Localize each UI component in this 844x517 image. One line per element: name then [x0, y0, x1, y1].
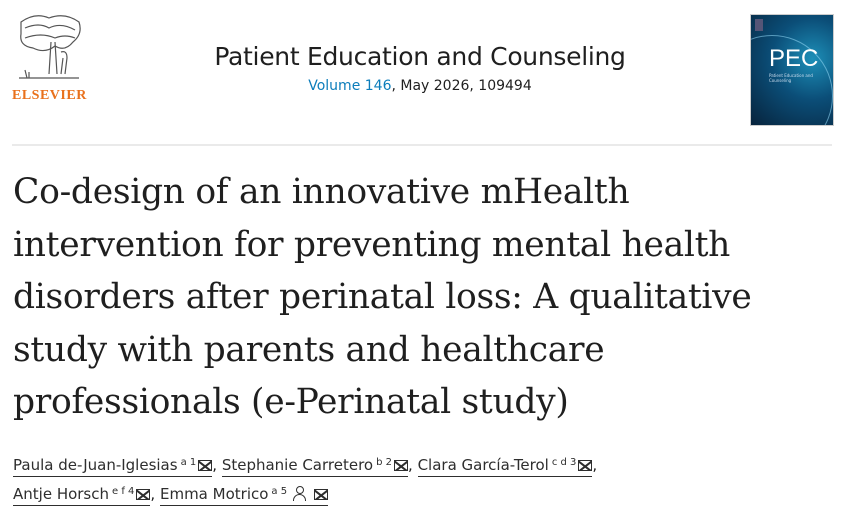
author-name: Clara García-Terol: [417, 456, 549, 474]
journal-info: Volume 146, May 2026, 109494: [150, 78, 690, 94]
email-icon: [578, 460, 593, 471]
elsevier-wordmark: ELSEVIER: [12, 88, 87, 103]
author-link[interactable]: Clara García-Terol c d 3: [417, 452, 593, 477]
author-affiliation: a 1: [180, 457, 197, 468]
corresponding-author-icon: [293, 486, 307, 501]
separator: ,: [592, 456, 598, 474]
email-icon: [136, 489, 151, 500]
author-link[interactable]: Paula de-Juan-Iglesias a 1: [13, 452, 213, 477]
author-affiliation: a 5: [271, 486, 288, 497]
issue-details: , May 2026, 109494: [391, 78, 532, 94]
article-title: Co-design of an innovative mHealth inter…: [13, 172, 752, 422]
volume-link[interactable]: Volume 146: [308, 78, 392, 94]
author-name: Antje Horsch: [13, 485, 110, 503]
author-affiliation: b 2: [376, 457, 392, 468]
elsevier-logo[interactable]: ELSEVIER: [12, 12, 86, 104]
cover-title: PEC: [769, 45, 819, 72]
journal-cover[interactable]: PEC Patient Education and Counseling: [750, 14, 834, 126]
cover-subtitle: Patient Education and Counseling: [769, 73, 813, 83]
author-link[interactable]: Emma Motrico a 5: [159, 481, 329, 506]
author-list: Paula de-Juan-Iglesias a 1, Stephanie Car…: [13, 451, 733, 509]
author-link[interactable]: Stephanie Carretero b 2: [221, 452, 408, 477]
journal-header: Patient Education and Counseling Volume …: [150, 42, 690, 94]
journal-title[interactable]: Patient Education and Counseling: [214, 42, 626, 71]
separator: ,: [150, 485, 156, 503]
separator: ,: [408, 456, 413, 474]
email-icon: [198, 460, 213, 471]
email-icon: [394, 460, 408, 471]
author-name: Emma Motrico: [159, 485, 269, 503]
author-link[interactable]: Antje Horsch e f 4: [13, 481, 151, 506]
author-affiliation: e f 4: [112, 486, 135, 497]
elsevier-tree-icon: [19, 15, 81, 79]
author-affiliation: c d 3: [551, 457, 577, 468]
divider: [12, 144, 832, 146]
email-icon: [314, 489, 329, 500]
cover-logo: [755, 19, 763, 31]
author-name: Paula de-Juan-Iglesias: [13, 456, 178, 474]
separator: ,: [212, 456, 218, 474]
author-name: Stephanie Carretero: [221, 456, 374, 474]
